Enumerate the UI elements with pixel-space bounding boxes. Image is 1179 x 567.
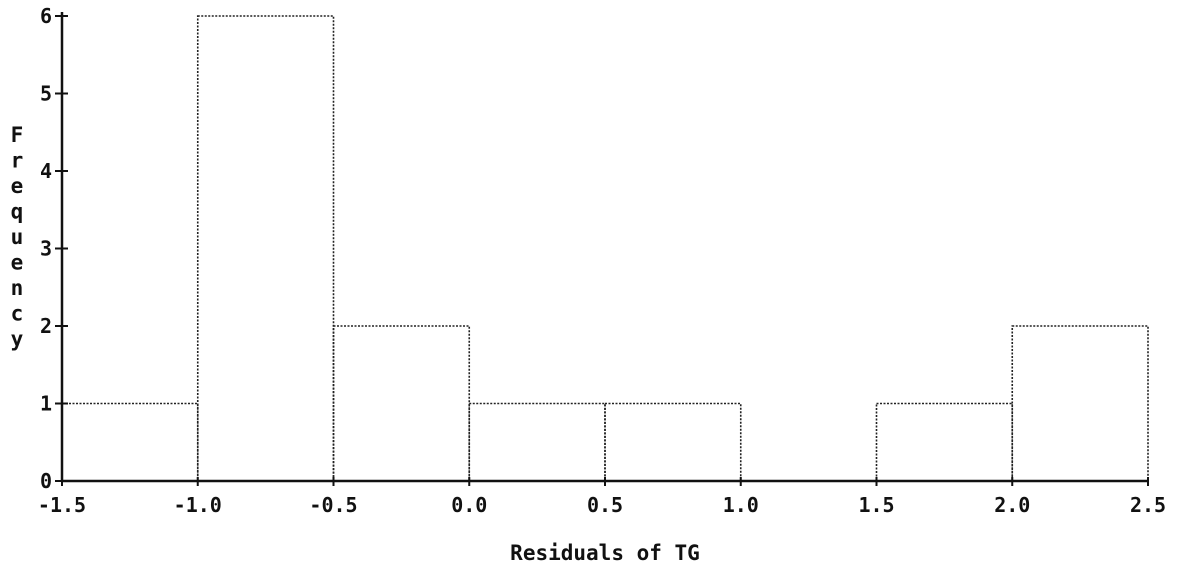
y-axis-title-letter: e [11, 251, 24, 275]
x-tick-label: 2.5 [1130, 493, 1166, 517]
histogram-bar-4 [604, 402, 742, 482]
histogram-bar-7 [1011, 325, 1149, 482]
x-tick-label: 0.5 [587, 493, 623, 517]
histogram-bar-6 [875, 402, 1014, 482]
y-axis-title-letter: u [11, 225, 24, 249]
x-tick-label: 1.0 [723, 493, 759, 517]
histogram-bar-2 [332, 325, 471, 482]
y-axis-title-letter: q [11, 200, 24, 224]
histogram-bar-3 [468, 402, 606, 482]
x-tick-label: 1.5 [858, 493, 894, 517]
y-axis-title-letter: e [11, 174, 24, 198]
y-axis-ticks: 0 1 2 3 4 5 6 [40, 4, 68, 493]
y-axis-title-letter: n [11, 276, 24, 300]
x-tick-label: -0.5 [309, 493, 357, 517]
x-tick-label: 2.0 [994, 493, 1030, 517]
y-axis-title-letter: r [11, 149, 24, 173]
y-tick-label: 5 [40, 82, 52, 106]
y-axis-title-letter: y [11, 327, 24, 351]
histogram-bars [61, 15, 1149, 482]
histogram-bar-0 [61, 402, 199, 482]
x-axis-title: Residuals of TG [510, 541, 700, 565]
y-tick-label: 6 [40, 4, 52, 28]
histogram-bar-1 [196, 15, 335, 482]
y-tick-label: 1 [40, 392, 52, 416]
y-tick-label: 0 [40, 469, 52, 493]
x-tick-label: -1.5 [38, 493, 86, 517]
y-tick-label: 3 [40, 237, 52, 261]
y-tick-label: 2 [40, 314, 52, 338]
x-tick-label: -1.0 [174, 493, 222, 517]
x-tick-label: 0.0 [451, 493, 487, 517]
y-axis-title-letter: F [11, 123, 24, 147]
x-axis-ticks: -1.5 -1.0 -0.5 0.0 0.5 1.0 1.5 2.0 2.5 [38, 477, 1166, 517]
y-axis-title-letter: c [11, 302, 24, 326]
y-tick-label: 4 [40, 159, 52, 183]
